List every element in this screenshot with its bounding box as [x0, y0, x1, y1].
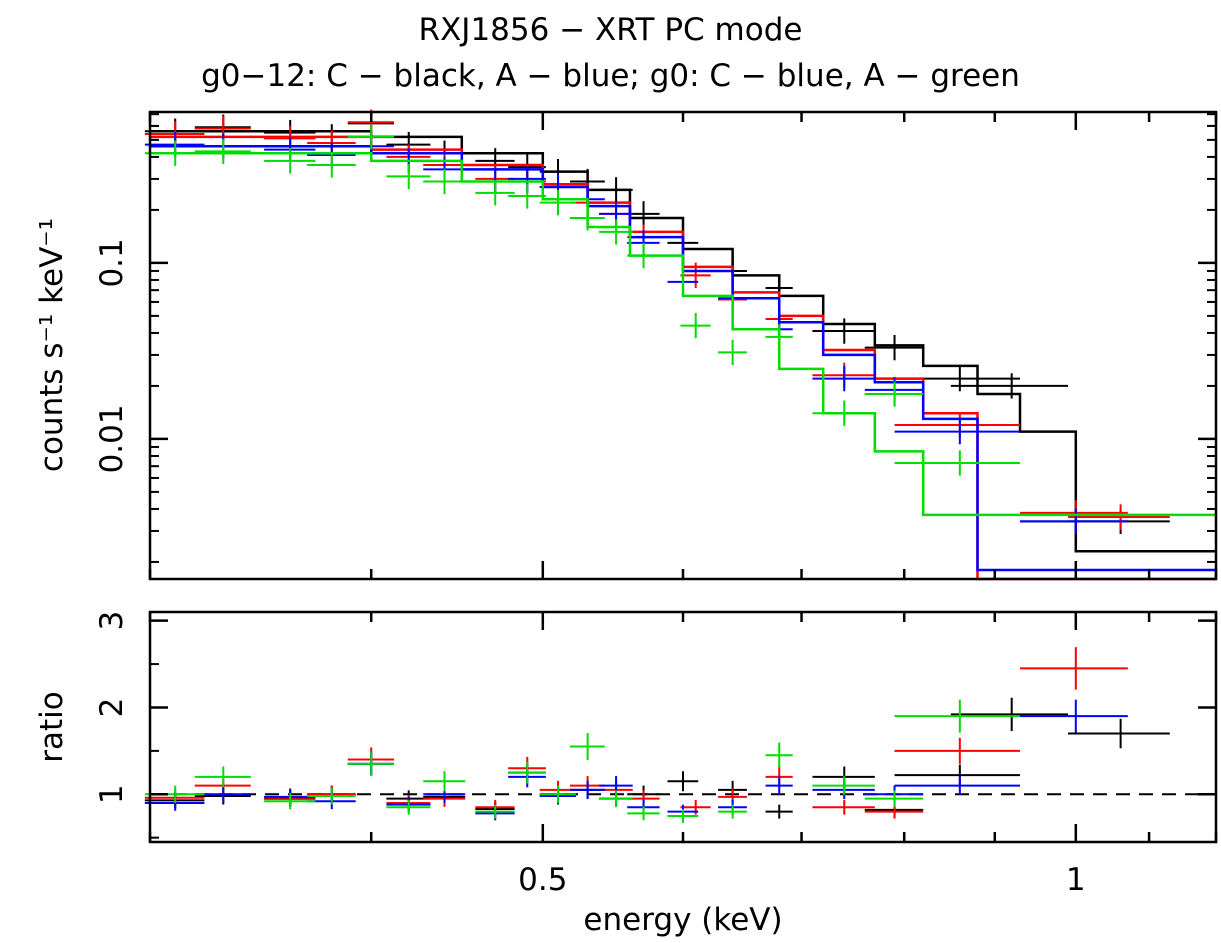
ratio-data-point-2-10: [569, 780, 605, 800]
ratio-data-point-3-12: [627, 806, 660, 821]
ratio-data-point-3-9: [539, 785, 576, 803]
ratio-data-point-3-2: [264, 793, 316, 810]
ratio-data-point-3-13: [667, 809, 699, 823]
chart-title: RXJ1856 − XRT PC mode: [418, 12, 803, 48]
spectrum-data-point-3-10: [569, 205, 605, 231]
chart-marks: [144, 109, 1216, 823]
chart-subtitle: g0−12: C − black, A − blue; g0: C − blue…: [201, 58, 1020, 94]
x-axis-label: energy (keV): [583, 902, 782, 938]
ratio-data-point-0-18: [894, 764, 1020, 786]
spectrum-model-line-2: [150, 144, 1216, 572]
spectrum-data-point-0-11: [599, 177, 633, 203]
spectrum-data-point-3-5: [386, 163, 431, 190]
spectrum-data-point-3-4: [347, 124, 394, 150]
spectrum-data-point-1-20: [1068, 504, 1170, 530]
spectrum-data-point-3-1: [194, 138, 251, 165]
spectrum-data-point-1-18: [894, 412, 1020, 438]
spectrum-data-point-3-8: [508, 183, 546, 209]
spectrum-model-line-3: [150, 151, 1216, 517]
spectrum-model-line-0: [150, 129, 1216, 553]
ratio-data-point-3-18: [894, 699, 1020, 733]
spectrum-data-point-3-12: [627, 242, 660, 269]
ratio-data-point-3-4: [347, 752, 394, 776]
spectrum-data-point-2-18: [894, 418, 1020, 445]
x-tick-label-1: 1: [1066, 862, 1086, 898]
spectrum-panel-frame: [148, 110, 1218, 581]
ratio-data-point-1-18: [894, 737, 1020, 764]
ratio-data-point-0-20: [1068, 718, 1170, 749]
ratio-data-point-1-16: [812, 799, 875, 815]
ratio-data-point-0-19: [950, 697, 1069, 732]
ratio-data-point-3-17: [864, 790, 924, 807]
axis-labels: 0.1 0.01 1 2 3 0.5 1: [94, 238, 1086, 898]
ratio-data-point-2-15: [765, 776, 793, 796]
spectrum-data-point-3-9: [539, 189, 576, 216]
ratio-data-point-3-16: [812, 776, 875, 796]
spectrum-data-point-3-0: [144, 140, 205, 166]
axis-ticks: [148, 112, 1218, 842]
spectrum-y-tick-label-1: 0.01: [94, 404, 130, 473]
ratio-data-point-3-5: [386, 799, 431, 815]
x-tick-label-0: 0.5: [518, 862, 567, 898]
ratio-data-point-3-7: [475, 804, 515, 819]
ratio-data-point-0-13: [667, 771, 699, 792]
ratio-data-point-2-19: [1019, 699, 1128, 733]
spectrum-data-point-3-17: [864, 381, 924, 407]
ratio-data-point-1-19: [1019, 647, 1128, 690]
ratio-data-point-3-8: [508, 761, 546, 784]
spectrum-data-point-0-19: [950, 373, 1069, 399]
ratio-y-tick-label-1: 2: [94, 698, 130, 718]
spectrum-y-tick-label-0: 0.1: [94, 238, 130, 287]
spectrum-data-point-3-13: [680, 313, 711, 339]
ratio-y-label: ratio: [34, 691, 70, 762]
spectrum-data-point-3-14: [718, 339, 747, 366]
spectrum-data-point-2-19: [1019, 508, 1128, 535]
spectrum-data-point-3-6: [423, 168, 466, 195]
ratio-data-point-2-18: [894, 776, 1020, 796]
spectrum-data-point-3-7: [475, 180, 515, 206]
ratio-y-tick-label-2: 3: [94, 611, 130, 631]
spectrum-data-point-3-18: [894, 450, 1020, 476]
spectrum-data-point-3-16: [812, 400, 875, 426]
ratio-data-point-3-10: [569, 733, 605, 760]
ratio-data-point-3-11: [599, 790, 633, 807]
ratio-data-point-3-15: [765, 742, 793, 768]
ratio-data-point-0-15: [765, 804, 793, 819]
ratio-data-point-3-6: [423, 771, 466, 792]
ratio-data-point-3-3: [307, 787, 356, 805]
ratio-data-point-3-1: [194, 766, 251, 788]
ratio-data-point-3-14: [718, 804, 747, 819]
spectrum-data-point-3-11: [599, 219, 633, 245]
spectrum-y-label: counts s⁻¹ keV⁻¹: [34, 218, 70, 472]
ratio-y-tick-label-0: 1: [94, 784, 130, 804]
spectrum-data-point-3-2: [264, 148, 316, 174]
spectrum-data-point-1-13: [680, 262, 711, 288]
ratio-data-point-1-17: [864, 804, 924, 819]
spectrum-data-point-0-17: [864, 334, 924, 361]
spectrum-data-point-3-3: [307, 152, 356, 178]
spectrum-data-point-3-15: [765, 324, 793, 350]
